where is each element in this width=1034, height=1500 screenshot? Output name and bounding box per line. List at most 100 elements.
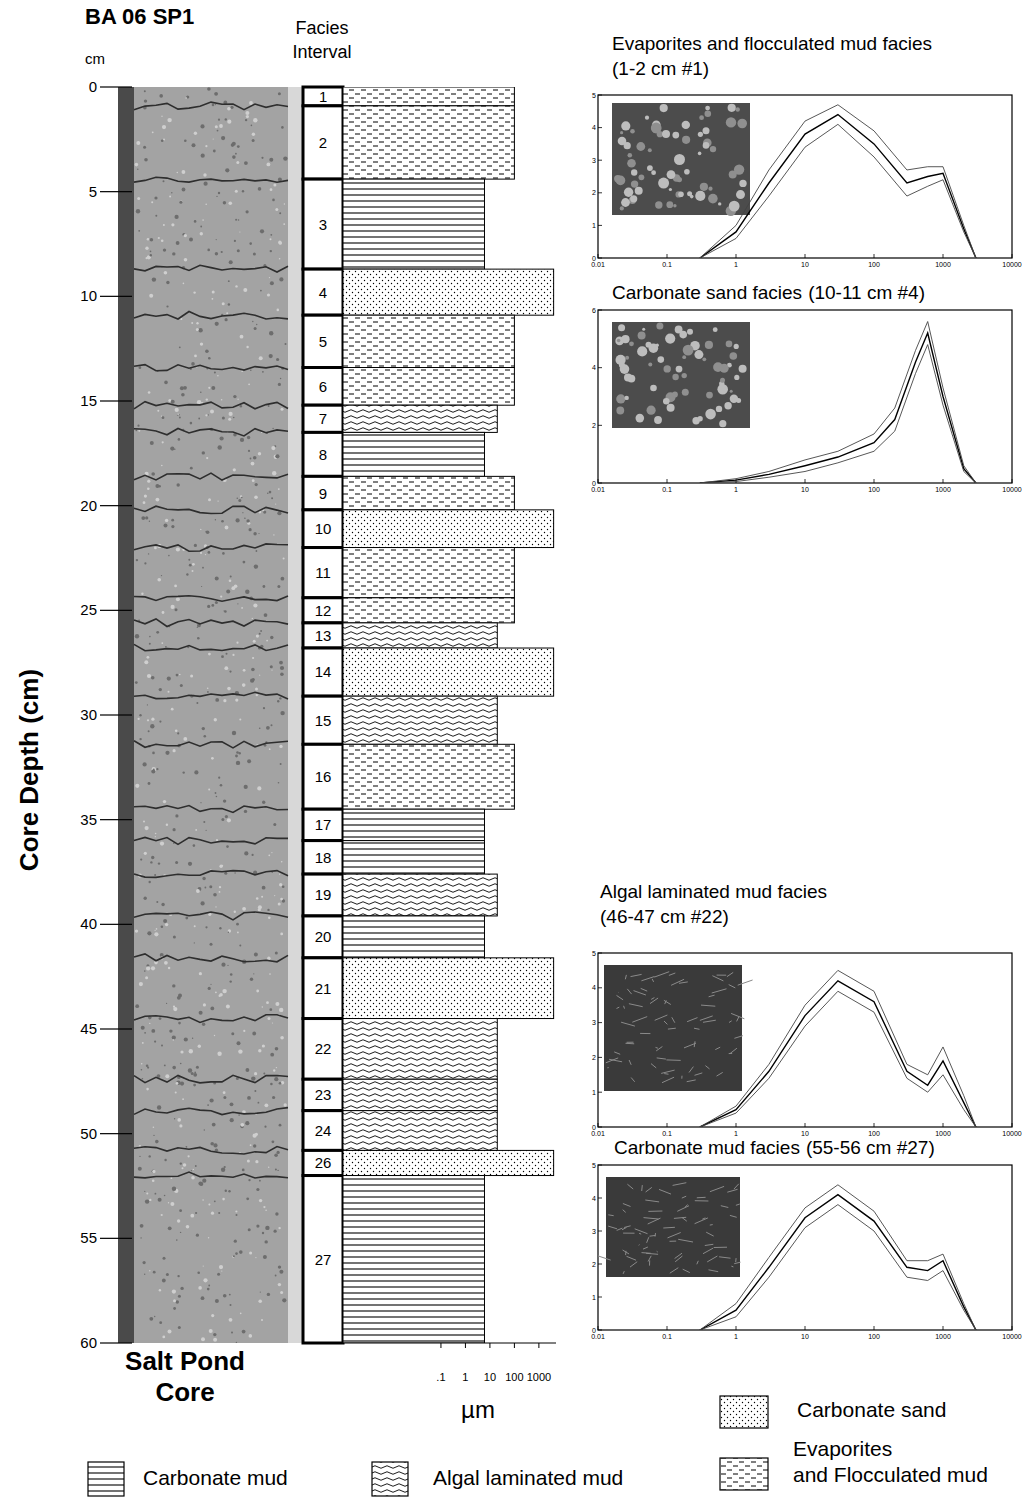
core-speckle xyxy=(177,732,179,734)
sem-texture xyxy=(672,392,678,398)
facies-interval xyxy=(303,87,343,106)
core-speckle xyxy=(218,192,220,194)
core-speckle xyxy=(188,559,190,561)
core-speckle xyxy=(173,1007,177,1011)
sem-texture xyxy=(625,396,629,400)
core-speckle xyxy=(244,518,246,520)
core-speckle xyxy=(147,238,150,241)
core-speckle xyxy=(207,87,211,91)
sem-texture xyxy=(654,416,662,424)
core-speckle xyxy=(223,1096,226,1099)
sem-texture xyxy=(628,153,633,158)
core-speckle xyxy=(267,957,270,960)
core-speckle xyxy=(221,251,223,253)
core-speckle xyxy=(180,201,182,203)
core-speckle xyxy=(159,1321,162,1324)
core-speckle xyxy=(259,1199,262,1202)
core-speckle xyxy=(274,1154,278,1158)
sem-texture xyxy=(674,154,685,165)
core-speckle xyxy=(202,219,204,221)
core-speckle xyxy=(215,519,216,520)
core-speckle xyxy=(240,1313,242,1315)
core-speckle xyxy=(268,1017,271,1020)
core-speckle xyxy=(253,532,256,535)
sem-texture xyxy=(671,979,684,985)
x-tick xyxy=(667,254,668,258)
sem-texture xyxy=(700,1016,713,1021)
sem-texture xyxy=(655,1233,657,1237)
core-speckle xyxy=(244,810,247,813)
x-tick xyxy=(598,1326,599,1330)
core-speckle xyxy=(195,1212,197,1214)
core-speckle xyxy=(168,967,170,969)
core-speckle xyxy=(144,660,148,664)
facies-label: 5 xyxy=(319,333,327,350)
facies-interval xyxy=(303,744,343,809)
core-boundary xyxy=(134,619,288,627)
core-speckle xyxy=(144,852,147,855)
x-tick xyxy=(598,1123,599,1127)
core-speckle xyxy=(179,346,181,348)
sem-texture xyxy=(617,1228,623,1230)
facies-interval xyxy=(303,598,343,623)
bar xyxy=(343,648,554,696)
core-speckle xyxy=(145,976,148,979)
core-speckle xyxy=(222,865,223,866)
core-speckle xyxy=(273,823,276,826)
y-tick xyxy=(598,1022,602,1023)
core-speckle xyxy=(252,618,253,619)
core-speckle xyxy=(255,1160,258,1163)
header-line: Interval xyxy=(292,42,351,62)
y-tick xyxy=(598,1264,602,1265)
core-boundary xyxy=(134,1147,288,1154)
core-speckle xyxy=(180,684,183,687)
core-speckle xyxy=(149,294,153,298)
core-speckle xyxy=(154,1041,156,1043)
core-speckle xyxy=(270,665,273,668)
x-tick-label: 10000 xyxy=(1002,261,1022,268)
sem-image xyxy=(604,965,742,1091)
sem-texture xyxy=(623,1250,630,1254)
distribution-panel: Carbonate mud facies(55-56 cm #27)0.010.… xyxy=(591,1137,1022,1340)
core-speckle xyxy=(254,952,258,956)
core-speckle xyxy=(268,917,271,920)
bar xyxy=(343,87,514,106)
core-speckle xyxy=(277,585,280,588)
sem-texture xyxy=(695,191,705,201)
facies-interval xyxy=(303,106,343,179)
core-speckle xyxy=(169,196,171,198)
core-speckle xyxy=(236,161,239,164)
core-speckle xyxy=(175,215,179,219)
bar xyxy=(343,598,514,623)
y-tick xyxy=(100,610,132,611)
core-speckle xyxy=(252,139,255,142)
core-speckle xyxy=(212,291,215,294)
core-speckle xyxy=(277,309,280,312)
sem-texture xyxy=(694,350,703,359)
core-speckle xyxy=(218,445,222,449)
core-speckle xyxy=(218,1212,220,1214)
core-speckle xyxy=(168,1202,169,1203)
core-speckle xyxy=(205,204,207,206)
core-speckle xyxy=(151,201,153,203)
core-speckle xyxy=(270,238,272,240)
core-speckle xyxy=(209,885,212,888)
core-speckle xyxy=(220,436,224,440)
distribution-curve xyxy=(700,981,976,1127)
sem-texture xyxy=(634,991,646,995)
sem-texture xyxy=(621,121,630,130)
sem-texture xyxy=(654,972,669,977)
core-speckle xyxy=(269,973,271,975)
core-speckle xyxy=(261,1319,263,1321)
core-speckle xyxy=(141,593,143,595)
sem-texture xyxy=(631,180,638,187)
x-tick-label: 0.1 xyxy=(662,486,672,493)
core-speckle xyxy=(279,873,280,874)
core-speckle xyxy=(208,1285,210,1287)
sem-texture xyxy=(666,201,673,208)
core-speckle xyxy=(163,180,165,182)
core-speckle xyxy=(221,1168,225,1172)
core-speckle xyxy=(239,231,240,232)
core-speckle xyxy=(230,106,233,109)
sem-texture xyxy=(670,1268,679,1274)
